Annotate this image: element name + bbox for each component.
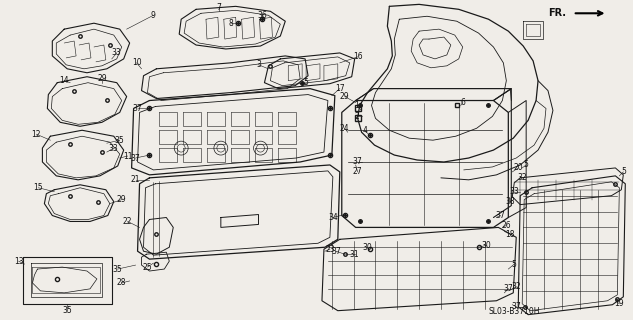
- Text: 13: 13: [14, 257, 23, 266]
- Text: 33: 33: [112, 48, 122, 57]
- Text: 15: 15: [34, 183, 43, 192]
- Text: 35: 35: [62, 306, 72, 315]
- Text: 17: 17: [335, 84, 344, 93]
- Text: 11: 11: [123, 152, 132, 161]
- Text: 14: 14: [60, 76, 69, 85]
- Text: 1: 1: [354, 101, 359, 110]
- Text: 37: 37: [511, 302, 521, 311]
- Text: 29: 29: [340, 92, 349, 101]
- Text: 29: 29: [117, 195, 127, 204]
- Text: 24: 24: [340, 124, 349, 133]
- Text: 3: 3: [256, 60, 261, 69]
- Text: 32: 32: [517, 173, 527, 182]
- Text: 35: 35: [115, 136, 125, 145]
- Text: 7: 7: [216, 3, 222, 12]
- Text: 33: 33: [510, 187, 519, 196]
- Text: 23: 23: [325, 245, 335, 254]
- Text: 5: 5: [512, 260, 517, 268]
- Text: 37: 37: [496, 211, 505, 220]
- Text: 27: 27: [353, 167, 363, 176]
- Text: 37: 37: [353, 157, 363, 166]
- Text: 18: 18: [506, 230, 515, 239]
- Text: 29: 29: [97, 74, 107, 83]
- Text: 16: 16: [353, 52, 363, 61]
- Text: 36: 36: [258, 11, 267, 20]
- Text: 6: 6: [460, 98, 465, 107]
- Text: 5: 5: [621, 167, 626, 176]
- Text: 10: 10: [132, 58, 141, 67]
- Text: 20: 20: [513, 164, 523, 172]
- Text: 5: 5: [523, 160, 529, 170]
- Text: SL03-B3710H: SL03-B3710H: [489, 307, 540, 316]
- Text: 12: 12: [32, 130, 41, 139]
- Text: 32: 32: [511, 282, 521, 292]
- Text: 33: 33: [109, 144, 118, 153]
- Text: 26: 26: [501, 221, 511, 230]
- Text: 21: 21: [131, 175, 141, 184]
- Text: 4: 4: [362, 126, 367, 135]
- Text: 37: 37: [130, 154, 141, 163]
- Text: 19: 19: [615, 299, 624, 308]
- Text: 25: 25: [142, 263, 153, 272]
- Text: 35: 35: [113, 265, 123, 274]
- Text: 8: 8: [229, 19, 233, 28]
- Text: 37: 37: [503, 284, 513, 293]
- Text: 38: 38: [506, 197, 515, 206]
- Text: 30: 30: [482, 241, 491, 250]
- Text: 31: 31: [350, 250, 360, 259]
- Text: 30: 30: [363, 243, 372, 252]
- Text: FR.: FR.: [548, 8, 566, 18]
- Text: 5: 5: [304, 78, 308, 87]
- Text: 37: 37: [331, 247, 341, 256]
- Text: 2: 2: [354, 112, 359, 121]
- Text: 34: 34: [328, 213, 338, 222]
- Text: 9: 9: [151, 11, 156, 20]
- Text: 37: 37: [133, 104, 142, 113]
- Text: 22: 22: [123, 217, 132, 226]
- Text: 28: 28: [117, 278, 127, 287]
